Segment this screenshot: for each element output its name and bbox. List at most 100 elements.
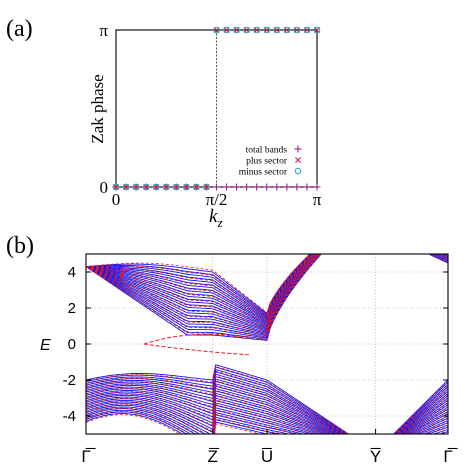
- band-line-red: [86, 401, 448, 434]
- band-line-red: [86, 254, 448, 334]
- k-point-label: Γ̅: [443, 447, 457, 466]
- band-line-blue: [86, 390, 448, 434]
- band-line-blue: [86, 399, 448, 434]
- y-tick-label: 0: [100, 178, 109, 197]
- k-point-label: U̅: [261, 447, 273, 466]
- band-line-red: [86, 375, 448, 434]
- data-point-minus-sector: [122, 183, 130, 191]
- band-line-red: [86, 254, 315, 323]
- band-line-red: [86, 254, 448, 336]
- band-line-red: [86, 254, 314, 321]
- band-line-red: [86, 254, 316, 325]
- band-line-red: [86, 254, 317, 327]
- band-line-blue: [86, 413, 448, 434]
- band-line-red: [86, 389, 448, 434]
- data-point-total-bands: [243, 183, 251, 191]
- panel-a-x-axis-label: kz: [209, 206, 223, 230]
- band-line-blue: [86, 378, 448, 434]
- data-point-minus-sector: [253, 26, 261, 34]
- band-line-blue: [86, 368, 448, 434]
- band-line-blue: [86, 396, 448, 434]
- band-line-blue: [86, 408, 448, 434]
- data-point-minus-sector: [193, 183, 200, 191]
- legend-marker: [295, 157, 301, 163]
- band-line-blue: [86, 392, 448, 434]
- data-point-minus-sector: [303, 26, 311, 34]
- data-point-total-bands: [283, 183, 291, 191]
- x-tick-label: π: [313, 190, 322, 209]
- legend-marker: [294, 167, 302, 175]
- band-line-red: [86, 365, 448, 434]
- band-line-blue: [86, 254, 312, 316]
- panel-a: (a) 0 π 0 π/2 π Zak phase kz total bandsplu…: [6, 16, 322, 230]
- band-line-blue: [86, 373, 448, 434]
- data-point-minus-sector: [243, 26, 250, 34]
- data-point-total-bands: [273, 183, 281, 191]
- band-line-blue: [86, 401, 448, 434]
- data-point-minus-sector: [203, 183, 210, 191]
- data-point-total-bands: [313, 183, 321, 191]
- band-line-blue: [86, 254, 312, 317]
- panel-b-y-ticks: -4 -2 0 2 4: [63, 264, 448, 425]
- band-line-blue: [86, 406, 448, 434]
- band-line-red: [86, 394, 448, 434]
- y-tick-label: 2: [68, 300, 76, 317]
- data-point-total-bands: [213, 183, 220, 191]
- band-line-red: [86, 414, 262, 434]
- data-point-minus-sector: [273, 26, 281, 34]
- surface-state-line: [143, 343, 249, 356]
- legend-label: plus sector: [246, 157, 288, 167]
- band-line-blue: [86, 254, 316, 325]
- band-line-red: [86, 254, 319, 332]
- data-point-minus-sector: [223, 26, 230, 34]
- data-point-minus-sector: [233, 26, 240, 34]
- band-line-blue: [86, 380, 448, 434]
- panel-a-x-ticks: 0 π/2 π: [112, 190, 322, 209]
- panel-b: (b) -4 -2 0 2 4 Γ̅ Z̅ U̅ Y̅ Γ̅ E: [6, 233, 458, 466]
- data-point-minus-sector: [112, 183, 120, 191]
- band-line-blue: [86, 254, 316, 326]
- panel-b-label: (b): [6, 233, 34, 259]
- band-line-blue: [86, 366, 448, 434]
- x-tick-label: 0: [112, 190, 121, 209]
- data-point-minus-sector: [183, 183, 190, 191]
- band-line-red: [86, 254, 318, 329]
- legend-label: total bands: [246, 146, 288, 156]
- panel-b-y-axis-label: E: [40, 337, 51, 354]
- band-line-red: [86, 254, 313, 318]
- band-line-red: [86, 404, 448, 434]
- y-tick-label: 0: [68, 336, 76, 353]
- data-point-total-bands: [303, 183, 311, 191]
- data-point-total-bands: [263, 183, 271, 191]
- data-point-minus-sector: [213, 26, 220, 34]
- band-line-blue: [86, 254, 317, 328]
- data-point-minus-sector: [162, 183, 170, 191]
- y-tick-label: -2: [63, 372, 76, 389]
- data-point-minus-sector: [263, 26, 271, 34]
- legend-marker: [294, 145, 302, 153]
- band-line-blue: [86, 398, 448, 434]
- band-line-blue: [86, 404, 448, 434]
- band-line-blue: [86, 254, 318, 330]
- band-line-red: [86, 370, 448, 434]
- panel-a-data-points: [112, 26, 321, 191]
- band-line-blue: [86, 254, 314, 321]
- panel-a-label: (a): [6, 16, 33, 42]
- band-line-red: [86, 397, 448, 434]
- y-tick-label: 4: [68, 264, 76, 281]
- band-line-blue: [86, 254, 313, 319]
- band-line-red: [86, 384, 448, 434]
- data-point-total-bands: [223, 183, 231, 191]
- band-line-blue: [86, 364, 448, 434]
- data-point-total-bands: [233, 183, 241, 191]
- data-point-minus-sector: [173, 183, 180, 191]
- band-line-red: [86, 254, 311, 314]
- band-line-red: [86, 254, 312, 316]
- band-line-blue: [86, 383, 448, 434]
- band-line-blue: [86, 385, 448, 434]
- band-line-blue: [86, 403, 448, 434]
- data-point-minus-sector: [142, 183, 150, 191]
- data-point-total-bands: [293, 183, 301, 191]
